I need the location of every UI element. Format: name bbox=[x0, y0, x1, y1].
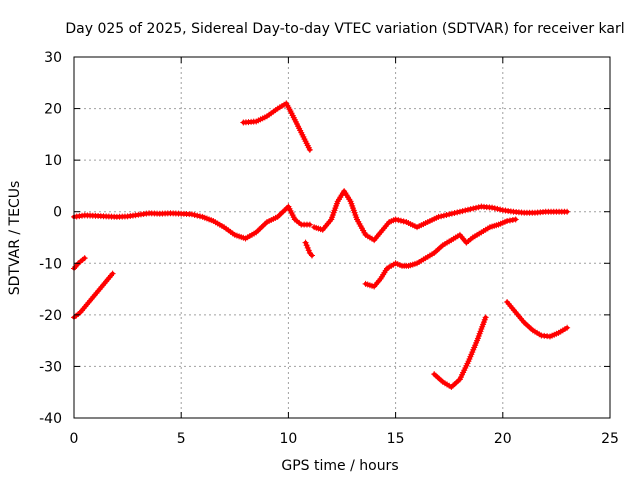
x-tick-label: 0 bbox=[70, 431, 79, 447]
data-point bbox=[497, 206, 504, 213]
data-point bbox=[302, 239, 309, 246]
data-point bbox=[564, 324, 571, 331]
series-track-peak bbox=[240, 100, 313, 153]
x-tick-label: 20 bbox=[494, 431, 512, 447]
series-track-dip bbox=[302, 239, 315, 259]
data-point bbox=[448, 210, 455, 217]
y-tick-label: -10 bbox=[39, 256, 62, 272]
data-point bbox=[456, 208, 463, 215]
data-layer bbox=[71, 100, 571, 391]
data-point bbox=[397, 217, 404, 224]
y-tick-label: 0 bbox=[53, 205, 62, 221]
y-tick-label: 10 bbox=[44, 153, 62, 169]
series-track-center bbox=[362, 216, 519, 290]
data-point bbox=[462, 207, 469, 214]
data-point bbox=[454, 209, 461, 216]
series-track-lower-left-2 bbox=[71, 270, 116, 321]
data-point bbox=[308, 252, 315, 259]
data-point bbox=[191, 211, 198, 218]
data-point bbox=[446, 211, 453, 218]
series-track-bottom bbox=[431, 314, 489, 391]
data-point bbox=[506, 217, 513, 224]
data-point bbox=[443, 211, 450, 218]
data-point bbox=[306, 146, 313, 153]
x-axis-label: GPS time / hours bbox=[281, 458, 398, 474]
x-tick-label: 15 bbox=[387, 431, 405, 447]
data-point bbox=[509, 216, 516, 223]
data-point bbox=[81, 255, 88, 262]
data-point bbox=[435, 213, 442, 220]
y-tick-label: 30 bbox=[44, 50, 62, 66]
data-point bbox=[564, 208, 571, 215]
data-point bbox=[392, 216, 399, 223]
plot-frame bbox=[73, 56, 611, 419]
y-axis-label: SDTVAR / TECUs bbox=[7, 181, 23, 296]
series-line bbox=[363, 217, 518, 289]
x-tick-label: 10 bbox=[279, 431, 297, 447]
data-point bbox=[303, 242, 310, 249]
data-point bbox=[504, 217, 511, 224]
y-tick-label: -30 bbox=[39, 359, 62, 375]
data-point bbox=[196, 213, 203, 220]
data-point bbox=[451, 210, 458, 217]
data-point bbox=[305, 247, 312, 254]
data-point bbox=[438, 213, 445, 220]
data-point bbox=[467, 206, 474, 213]
data-point bbox=[482, 314, 489, 321]
data-point bbox=[440, 212, 447, 219]
chart-title: Day 025 of 2025, Sidereal Day-to-day VTE… bbox=[65, 21, 624, 37]
series-track-main bbox=[71, 203, 313, 242]
grid-lines bbox=[74, 57, 610, 418]
data-point bbox=[304, 244, 311, 251]
data-point bbox=[306, 221, 313, 228]
data-point bbox=[489, 204, 496, 211]
data-point bbox=[464, 206, 471, 213]
y-tick-label: -40 bbox=[39, 411, 62, 427]
data-point bbox=[512, 216, 519, 223]
series-track-right bbox=[504, 298, 571, 340]
ticks: 0 5 10 15 20 25 30 20 10 0 -10 -20 -30 -40 bbox=[39, 50, 619, 447]
data-point bbox=[475, 204, 482, 211]
data-point bbox=[459, 208, 466, 215]
y-tick-label: -20 bbox=[39, 308, 62, 324]
data-point bbox=[494, 205, 501, 212]
data-point bbox=[491, 205, 498, 212]
y-tick-label: 20 bbox=[44, 102, 62, 118]
data-point bbox=[470, 205, 477, 212]
data-point bbox=[473, 204, 479, 211]
x-tick-label: 25 bbox=[601, 431, 619, 447]
data-point bbox=[395, 217, 402, 224]
data-point bbox=[194, 212, 201, 219]
data-point bbox=[400, 218, 407, 225]
data-point bbox=[188, 211, 195, 218]
data-point bbox=[109, 270, 116, 277]
x-tick-label: 5 bbox=[177, 431, 186, 447]
series-track-mid bbox=[311, 188, 571, 244]
